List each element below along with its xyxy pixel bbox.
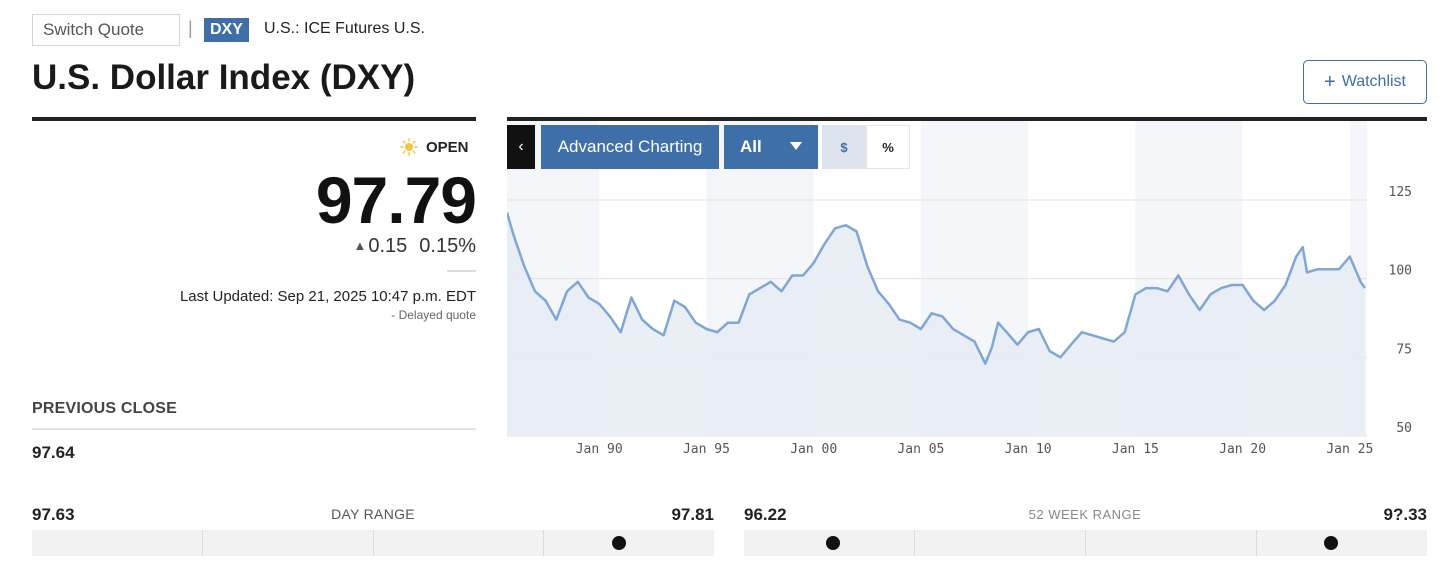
previous-close-value: 97.64 <box>32 443 75 462</box>
page-title: U.S. Dollar Index (DXY) <box>32 58 416 97</box>
chart-header-rule <box>507 117 1427 121</box>
price-chart[interactable]: 125 100 75 50 Jan 90 Jan 95 Jan 00 Jan 05 Jan 1… <box>507 121 1427 466</box>
exchange-label: U.S.: ICE Futures U.S. <box>264 20 425 37</box>
x-tick-label: Jan 05 <box>897 442 944 457</box>
last-updated: Last Updated: Sep 21, 2025 10:47 p.m. ED… <box>179 288 476 305</box>
plus-icon: + <box>1324 71 1336 93</box>
ticker-badge: DXY <box>204 18 249 42</box>
day-range-low: 97.63 <box>32 505 75 524</box>
quote-header-rule <box>32 117 476 121</box>
time-range-select[interactable]: All <box>724 125 818 169</box>
day-range-high: 97.81 <box>671 505 714 524</box>
divider <box>32 428 476 430</box>
chevron-left-icon: ‹ <box>518 138 524 155</box>
week52-range-low: 96.22 <box>744 505 787 524</box>
x-tick-label: Jan 20 <box>1219 442 1266 457</box>
x-tick-label: Jan 00 <box>790 442 837 457</box>
watchlist-label: Watchlist <box>1341 73 1406 90</box>
x-tick-label: Jan 15 <box>1112 442 1159 457</box>
y-tick-label: 100 <box>1389 264 1412 279</box>
week52-range-marker <box>1324 536 1339 550</box>
week52-range-label: 52 WEEK RANGE <box>1028 507 1142 522</box>
advanced-charting-button[interactable]: Advanced Charting <box>541 125 719 169</box>
y-tick-label: 125 <box>1389 185 1412 200</box>
x-tick-label: Jan 25 <box>1326 442 1373 457</box>
add-to-watchlist-button[interactable]: + Watchlist <box>1303 60 1427 104</box>
market-status-label: OPEN <box>426 138 469 156</box>
week52-range-bar <box>744 530 1427 556</box>
price-change: ▲ 0.15 0.15% <box>300 235 476 258</box>
delayed-quote-note: - Delayed quote <box>391 308 476 322</box>
change-value: 0.15 <box>368 235 408 257</box>
divider <box>447 270 476 272</box>
day-range-label: DAY RANGE <box>331 506 415 522</box>
day-range-bar <box>32 530 714 556</box>
week52-range-low-marker <box>825 536 840 550</box>
y-tick-label: 75 <box>1396 342 1412 357</box>
price-line <box>507 212 1366 365</box>
percent-mode-button[interactable]: % <box>866 125 910 169</box>
day-range-marker <box>611 536 626 550</box>
y-tick-label: 50 <box>1396 421 1412 436</box>
price-area <box>507 212 1365 436</box>
switch-quote-input[interactable]: Switch Quote <box>32 14 180 46</box>
market-status: OPEN <box>400 138 469 156</box>
separator: | <box>188 18 193 38</box>
y-axis: 125 100 75 50 <box>1389 185 1412 436</box>
sun-icon <box>400 138 418 156</box>
week52-range-high: 9?.33 <box>1383 505 1427 524</box>
chevron-down-icon <box>790 142 802 150</box>
x-tick-label: Jan 95 <box>683 442 730 457</box>
x-tick-label: Jan 10 <box>1005 442 1052 457</box>
time-range-value: All <box>740 137 762 156</box>
dollar-mode-button[interactable]: $ <box>822 125 866 169</box>
last-price: 97.79 <box>315 163 477 237</box>
collapse-panel-button[interactable]: ‹ <box>507 125 535 169</box>
previous-close-label: PREVIOUS CLOSE <box>32 400 178 417</box>
x-axis: Jan 90 Jan 95 Jan 00 Jan 05 Jan 10 Jan 15 Jan … <box>576 442 1374 457</box>
change-percent: 0.15% <box>419 235 476 257</box>
x-tick-label: Jan 90 <box>576 442 623 457</box>
up-triangle-icon: ▲ <box>353 238 367 253</box>
